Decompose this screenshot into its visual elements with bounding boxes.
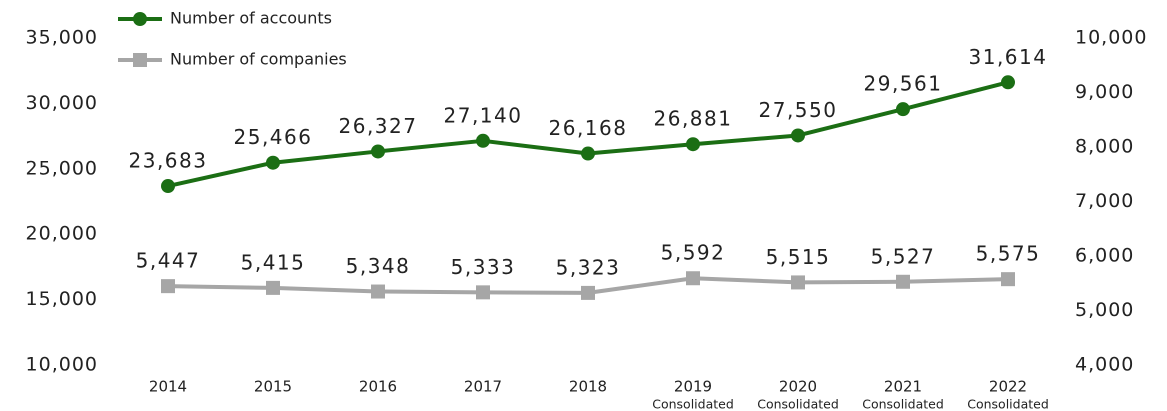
- y-tick-label: 10,000: [26, 354, 98, 376]
- y2-tick-label: 8,000: [1075, 136, 1134, 158]
- y-tick-label: 20,000: [26, 223, 98, 245]
- data-point: [1001, 272, 1015, 287]
- data-point: [266, 280, 280, 295]
- data-label: 25,466: [234, 125, 313, 149]
- y2-tick-label: 10,000: [1075, 27, 1147, 49]
- x-tick-label: 2018: [569, 378, 607, 396]
- y-tick-label: 15,000: [26, 288, 98, 310]
- data-label: 5,527: [871, 244, 936, 268]
- data-point: [896, 274, 910, 289]
- data-label: 26,881: [654, 107, 733, 131]
- x-tick-label: 2021: [884, 378, 922, 396]
- y2-tick-label: 6,000: [1075, 245, 1134, 267]
- y2-tick-label: 7,000: [1075, 190, 1134, 212]
- x-tick-label: 2022: [989, 378, 1027, 396]
- data-point: [686, 137, 700, 152]
- data-label: 5,415: [241, 250, 306, 274]
- x-tick-note: Consolidated: [967, 397, 1049, 411]
- x-tick-note: Consolidated: [652, 397, 734, 411]
- legend-marker: [133, 12, 147, 26]
- data-point: [896, 102, 910, 117]
- y-tick-label: 35,000: [26, 27, 98, 49]
- data-label: 5,348: [346, 254, 411, 278]
- data-label: 26,168: [549, 116, 628, 140]
- data-point: [791, 275, 805, 290]
- data-label: 27,550: [759, 98, 838, 122]
- data-point: [581, 285, 595, 300]
- data-point: [371, 144, 385, 159]
- data-point: [686, 271, 700, 286]
- x-tick-label: 2017: [464, 378, 502, 396]
- x-tick-label: 2014: [149, 378, 187, 396]
- legend-marker: [133, 53, 147, 67]
- data-label: 5,447: [136, 249, 201, 273]
- x-tick-label: 2015: [254, 378, 292, 396]
- data-point: [161, 279, 175, 294]
- data-label: 5,323: [556, 255, 621, 279]
- data-label: 5,575: [976, 242, 1041, 266]
- data-point: [476, 285, 490, 300]
- y2-tick-label: 5,000: [1075, 299, 1134, 321]
- data-label: 31,614: [969, 45, 1048, 69]
- y2-tick-label: 9,000: [1075, 81, 1134, 103]
- data-label: 5,515: [766, 245, 831, 269]
- data-label: 29,561: [864, 72, 943, 96]
- y2-tick-label: 4,000: [1075, 354, 1134, 376]
- data-point: [161, 179, 175, 194]
- y-tick-label: 25,000: [26, 157, 98, 179]
- data-point: [476, 133, 490, 148]
- data-label: 27,140: [444, 103, 523, 127]
- x-tick-note: Consolidated: [757, 397, 839, 411]
- data-label: 5,333: [451, 255, 516, 279]
- data-point: [371, 284, 385, 299]
- x-tick-label: 2020: [779, 378, 817, 396]
- data-point: [1001, 75, 1015, 90]
- x-tick-label: 2019: [674, 378, 712, 396]
- x-tick-note: Consolidated: [862, 397, 944, 411]
- data-point: [791, 128, 805, 143]
- y-tick-label: 30,000: [26, 92, 98, 114]
- data-point: [266, 155, 280, 170]
- legend-label: Number of companies: [170, 50, 347, 69]
- data-label: 5,592: [661, 241, 726, 265]
- data-point: [581, 146, 595, 161]
- data-label: 23,683: [129, 149, 208, 173]
- x-tick-label: 2016: [359, 378, 397, 396]
- legend-label: Number of accounts: [170, 9, 332, 28]
- data-label: 26,327: [339, 114, 418, 138]
